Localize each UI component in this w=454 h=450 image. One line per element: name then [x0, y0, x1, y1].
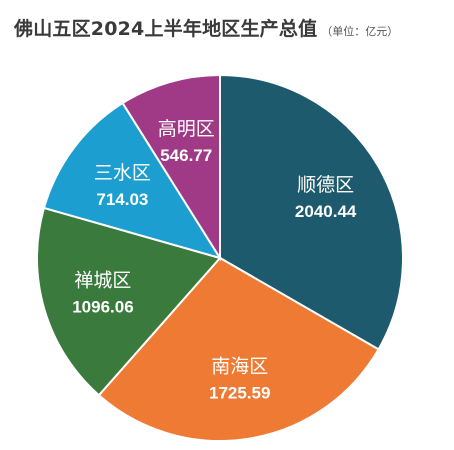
pie-labels: 顺德区 2040.44 南海区 1725.59 禅城区 1096.06 三水区 714.03 高…	[72, 118, 357, 403]
chart-title-text: 佛山五区2024上半年地区生产总值	[14, 18, 318, 40]
slice-value-nanhai: 1725.59	[209, 383, 270, 402]
pie-slice-gaoming	[121, 73, 221, 262]
slice-label-gaoming: 高明区	[158, 118, 215, 140]
slice-label-nanhai: 南海区	[211, 355, 268, 377]
pie-slice-sanshui	[42, 101, 223, 260]
slice-label-shunde: 顺德区	[297, 174, 354, 196]
slice-value-shunde: 2040.44	[295, 202, 357, 221]
pie-slice-shunde	[219, 73, 404, 351]
slice-value-chancheng: 1096.06	[72, 297, 133, 316]
pie-slice-chancheng	[36, 206, 222, 397]
chart-title: 佛山五区2024上半年地区生产总值 （单位：亿元）	[14, 14, 398, 41]
slice-value-gaoming: 546.77	[160, 146, 212, 165]
slice-label-chancheng: 禅城区	[74, 269, 131, 291]
pie-slice-nanhai	[97, 256, 380, 442]
pie-slices	[36, 73, 404, 442]
slice-label-sanshui: 三水区	[94, 162, 151, 184]
unit-note: （单位：亿元）	[321, 25, 399, 38]
slice-value-sanshui: 714.03	[96, 190, 148, 209]
